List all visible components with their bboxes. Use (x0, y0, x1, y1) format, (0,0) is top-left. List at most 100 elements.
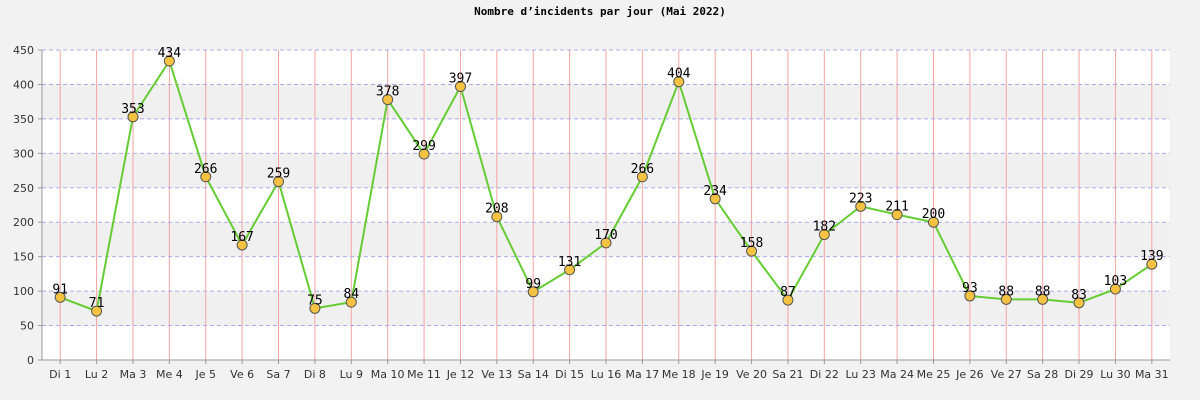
x-tick-label: Di 1 (49, 368, 71, 381)
data-point (818, 229, 830, 241)
data-point (709, 193, 721, 205)
x-tick-label: Di 8 (304, 368, 326, 381)
data-label: 259 (267, 167, 290, 182)
x-tick-label: Sa 7 (266, 368, 290, 381)
x-tick-label: Ve 6 (230, 368, 254, 381)
x-tick-label: Di 15 (555, 368, 584, 381)
data-point (382, 94, 394, 106)
data-point (1037, 293, 1049, 305)
data-label: 434 (158, 46, 182, 61)
data-point (163, 55, 175, 67)
data-point (418, 148, 430, 160)
data-point (927, 216, 939, 228)
y-tick-label: 50 (20, 320, 34, 333)
data-label: 103 (1104, 274, 1127, 289)
y-tick-label: 450 (13, 44, 34, 57)
x-tick-label: Sa 28 (1027, 368, 1058, 381)
x-tick-label: Di 22 (810, 368, 839, 381)
x-tick-label: Ve 13 (481, 368, 512, 381)
data-label: 182 (813, 220, 836, 235)
data-label: 397 (449, 72, 472, 87)
data-label: 158 (740, 236, 763, 251)
data-point (1146, 258, 1158, 270)
data-point (91, 305, 103, 317)
y-tick-label: 150 (13, 251, 34, 264)
x-tick-label: Je 5 (194, 368, 216, 381)
data-label: 266 (631, 162, 654, 177)
data-label: 211 (885, 200, 908, 215)
y-tick-label: 100 (13, 285, 34, 298)
data-label: 234 (703, 184, 727, 199)
x-tick-label: Me 18 (662, 368, 696, 381)
data-label: 266 (194, 162, 217, 177)
x-tick-label: Je 26 (955, 368, 984, 381)
x-tick-label: Ma 10 (371, 368, 405, 381)
data-label: 99 (525, 277, 541, 292)
x-tick-label: Ma 3 (120, 368, 147, 381)
x-tick-label: Lu 30 (1100, 368, 1130, 381)
data-point (782, 294, 794, 306)
x-tick-label: Lu 9 (340, 368, 363, 381)
x-tick-label: Me 25 (917, 368, 951, 381)
data-label: 208 (485, 202, 508, 217)
data-label: 87 (780, 285, 796, 300)
data-label: 84 (343, 287, 359, 302)
x-tick-label: Me 4 (156, 368, 183, 381)
data-label: 167 (230, 230, 253, 245)
data-point (746, 245, 758, 257)
data-label: 91 (52, 282, 68, 297)
x-tick-label: Ve 20 (736, 368, 767, 381)
data-label: 93 (962, 281, 978, 296)
data-label: 71 (89, 296, 105, 311)
data-point (855, 200, 867, 212)
data-point (200, 171, 212, 183)
data-point (345, 296, 357, 308)
data-label: 139 (1140, 249, 1163, 264)
data-label: 88 (1035, 284, 1051, 299)
y-tick-label: 300 (13, 147, 34, 160)
x-tick-label: Ma 17 (626, 368, 660, 381)
data-label: 83 (1071, 288, 1087, 303)
x-tick-label: Ve 27 (991, 368, 1022, 381)
data-point (491, 211, 503, 223)
data-point (527, 286, 539, 298)
data-label: 223 (849, 191, 872, 206)
data-point (964, 290, 976, 302)
y-tick-label: 400 (13, 78, 34, 91)
x-tick-label: Di 29 (1065, 368, 1094, 381)
data-point (127, 111, 139, 123)
x-tick-label: Ma 24 (880, 368, 914, 381)
data-label: 353 (121, 102, 144, 117)
y-tick-label: 200 (13, 216, 34, 229)
data-label: 170 (594, 228, 617, 243)
x-tick-label: Sa 14 (518, 368, 549, 381)
y-tick-label: 250 (13, 182, 34, 195)
data-point (236, 239, 248, 251)
x-tick-label: Me 11 (407, 368, 441, 381)
data-label: 88 (998, 284, 1014, 299)
data-point (673, 76, 685, 88)
data-point (309, 302, 321, 314)
data-label: 299 (412, 139, 435, 154)
data-label: 404 (667, 67, 691, 82)
data-point (273, 176, 285, 188)
data-point (454, 81, 466, 93)
data-point (1000, 293, 1012, 305)
x-tick-label: Lu 16 (591, 368, 621, 381)
data-point (891, 209, 903, 221)
data-point (636, 171, 648, 183)
x-tick-label: Ma 31 (1135, 368, 1169, 381)
data-label: 75 (307, 293, 323, 308)
data-label: 131 (558, 255, 581, 270)
y-tick-label: 0 (27, 354, 34, 367)
y-tick-label: 350 (13, 113, 34, 126)
x-tick-label: Lu 23 (846, 368, 876, 381)
data-point (600, 237, 612, 249)
x-tick-label: Je 12 (446, 368, 475, 381)
data-point (54, 291, 66, 303)
chart-title: Nombre d’incidents par jour (Mai 2022) (474, 5, 726, 18)
data-label: 378 (376, 85, 399, 100)
data-point (564, 264, 576, 276)
